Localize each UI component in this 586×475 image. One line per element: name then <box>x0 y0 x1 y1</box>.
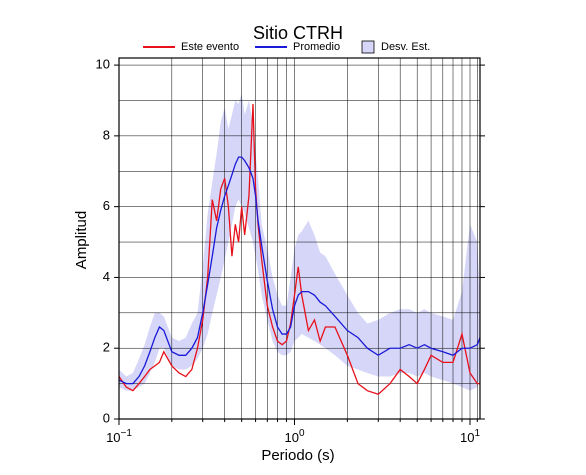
y-tick-label: 0 <box>103 410 110 425</box>
y-tick-label: 6 <box>103 198 110 213</box>
y-tick-label: 2 <box>103 340 110 355</box>
y-axis-label: Amplitud <box>73 211 90 269</box>
x-tick-label: 100 <box>284 428 304 446</box>
plot-frame <box>118 57 481 420</box>
x-tick-exponent: −1 <box>121 428 133 439</box>
legend-label: Este evento <box>181 41 239 53</box>
x-tick-base: 10 <box>460 430 474 445</box>
y-tick-label: 10 <box>96 57 110 72</box>
legend-swatch <box>361 40 375 54</box>
series-line <box>118 156 481 385</box>
legend-label: Desv. Est. <box>381 41 430 53</box>
x-axis-label: Periodo (s) <box>261 447 334 464</box>
series-line <box>118 103 480 395</box>
y-tick-label: 8 <box>103 127 110 142</box>
x-tick-exponent: 0 <box>299 428 305 439</box>
chart-title: Sitio CTRH <box>253 23 343 43</box>
x-tick-label: 101 <box>460 428 480 446</box>
x-tick-exponent: 1 <box>474 428 480 439</box>
x-tick-base: 10 <box>106 430 120 445</box>
y-tick-label: 4 <box>103 269 110 284</box>
legend-label: Promedio <box>293 41 340 53</box>
x-tick-label: 10−1 <box>106 428 132 446</box>
x-tick-base: 10 <box>284 430 298 445</box>
